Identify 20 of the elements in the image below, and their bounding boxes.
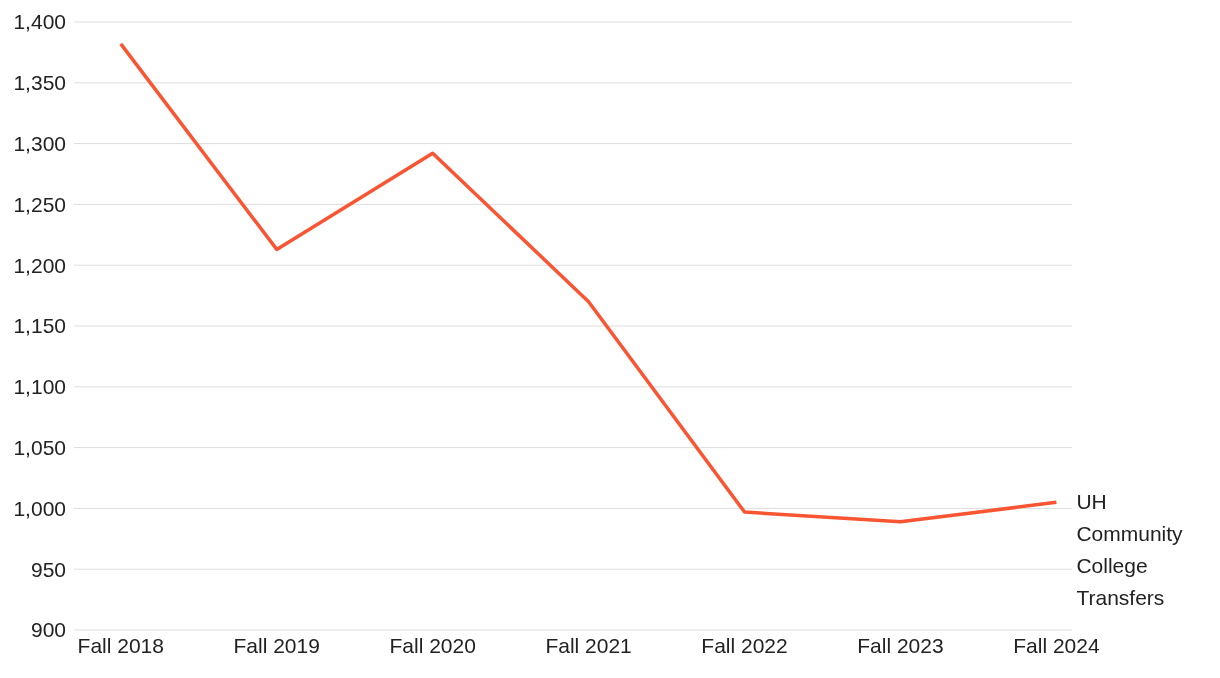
y-tick-label: 1,050 — [13, 436, 66, 460]
y-tick-label: 1,000 — [13, 496, 66, 520]
y-tick-label: 1,250 — [13, 192, 66, 216]
y-tick-label: 1,100 — [13, 375, 66, 399]
y-tick-label: 1,350 — [13, 71, 66, 95]
x-tick-label: Fall 2021 — [545, 633, 632, 657]
x-tick-label: Fall 2020 — [389, 633, 476, 657]
x-tick-label: Fall 2023 — [857, 633, 944, 657]
y-tick-label: 950 — [30, 557, 66, 581]
y-tick-label: 1,400 — [13, 10, 66, 34]
y-tick-label: 1,150 — [13, 314, 66, 338]
x-tick-label: Fall 2019 — [233, 633, 320, 657]
x-tick-label: Fall 2024 — [1013, 633, 1100, 657]
y-tick-label: 1,300 — [13, 132, 66, 156]
series-label: UH Community College Transfers — [1076, 490, 1184, 610]
x-tick-label: Fall 2022 — [701, 633, 788, 657]
x-tick-label: Fall 2018 — [77, 633, 164, 657]
line-series — [119, 42, 1059, 524]
y-tick-label: 1,200 — [13, 253, 66, 277]
y-tick-label: 900 — [30, 618, 66, 642]
